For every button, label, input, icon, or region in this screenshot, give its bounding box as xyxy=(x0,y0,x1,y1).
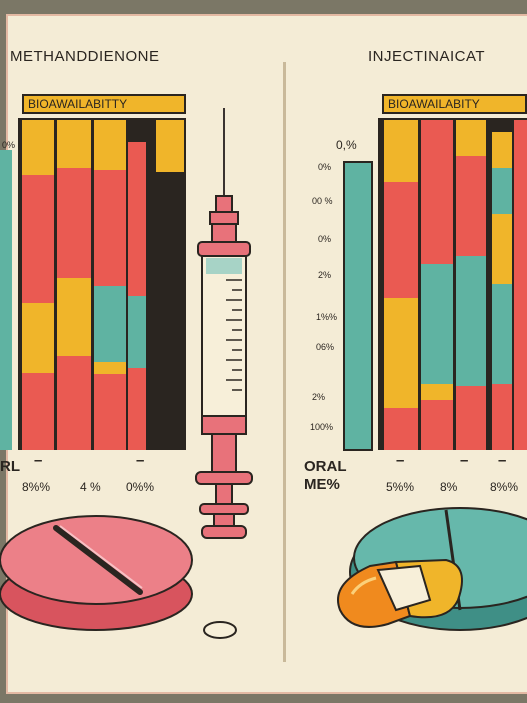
right-bars xyxy=(343,120,527,451)
right-bottom-label-1: – xyxy=(396,452,405,469)
left-bar-2 xyxy=(57,120,91,450)
right-bottom-label-3: – xyxy=(498,452,507,469)
right-bottom-label-5: 5%% xyxy=(386,480,415,494)
small-tablet-icon xyxy=(203,621,237,639)
left-bar-0 xyxy=(0,150,12,450)
right-bar-2 xyxy=(421,120,453,450)
right-bottom-label-4: ME% xyxy=(304,476,340,493)
right-left-label-1: 0% xyxy=(318,162,332,172)
center-divider xyxy=(283,62,286,662)
left-bottom-label-3: 8%% xyxy=(22,480,51,494)
right-left-label-0: 0,% xyxy=(336,138,357,152)
pink-pill-icon xyxy=(0,515,193,631)
left-bar-1 xyxy=(22,120,54,450)
right-title: INJECTINAICAT xyxy=(368,48,486,65)
capsule-icon xyxy=(337,558,463,628)
left-bottom-label-0: RL xyxy=(0,458,20,475)
right-left-label-6: 06% xyxy=(316,342,335,352)
right-bottom-label-7: 8%% xyxy=(490,480,519,494)
left-bio-label: BIOAWAILABITTY xyxy=(22,94,186,114)
right-left-label-7: 2% xyxy=(312,392,326,402)
right-bar-1 xyxy=(384,120,418,450)
right-left-label-5: 1%% xyxy=(316,312,338,322)
right-left-label-9: 100% xyxy=(310,422,334,432)
right-bar-4 xyxy=(492,132,512,450)
left-bottom-label-4: 4 % xyxy=(80,480,101,494)
left-bar-4 xyxy=(128,142,146,450)
right-bottom-label-2: – xyxy=(460,452,469,469)
left-bar-3 xyxy=(94,120,126,450)
syringe-icon xyxy=(195,108,253,539)
right-left-label-4: 2% xyxy=(318,270,332,280)
right-bottom-label-6: 8% xyxy=(440,480,458,494)
left-top-label-0: 0% xyxy=(2,140,16,150)
left-bottom-label-2: – xyxy=(136,452,145,469)
left-bottom-label-1: – xyxy=(34,452,43,469)
left-bar-5 xyxy=(156,120,184,172)
right-left-label-2: 00 % xyxy=(312,196,333,206)
right-bar-3 xyxy=(456,120,486,450)
right-bottom-label-0: ORAL xyxy=(304,458,347,475)
left-bars xyxy=(0,120,184,450)
right-left-label-3: 0% xyxy=(318,234,332,244)
left-title: METHANDDIENONE xyxy=(10,48,160,65)
right-bar-5 xyxy=(514,120,527,450)
right-bio-label: BIOAWAILABITY xyxy=(382,94,527,114)
left-bottom-label-5: 0%% xyxy=(126,480,155,494)
right-bar-0 xyxy=(343,161,373,451)
